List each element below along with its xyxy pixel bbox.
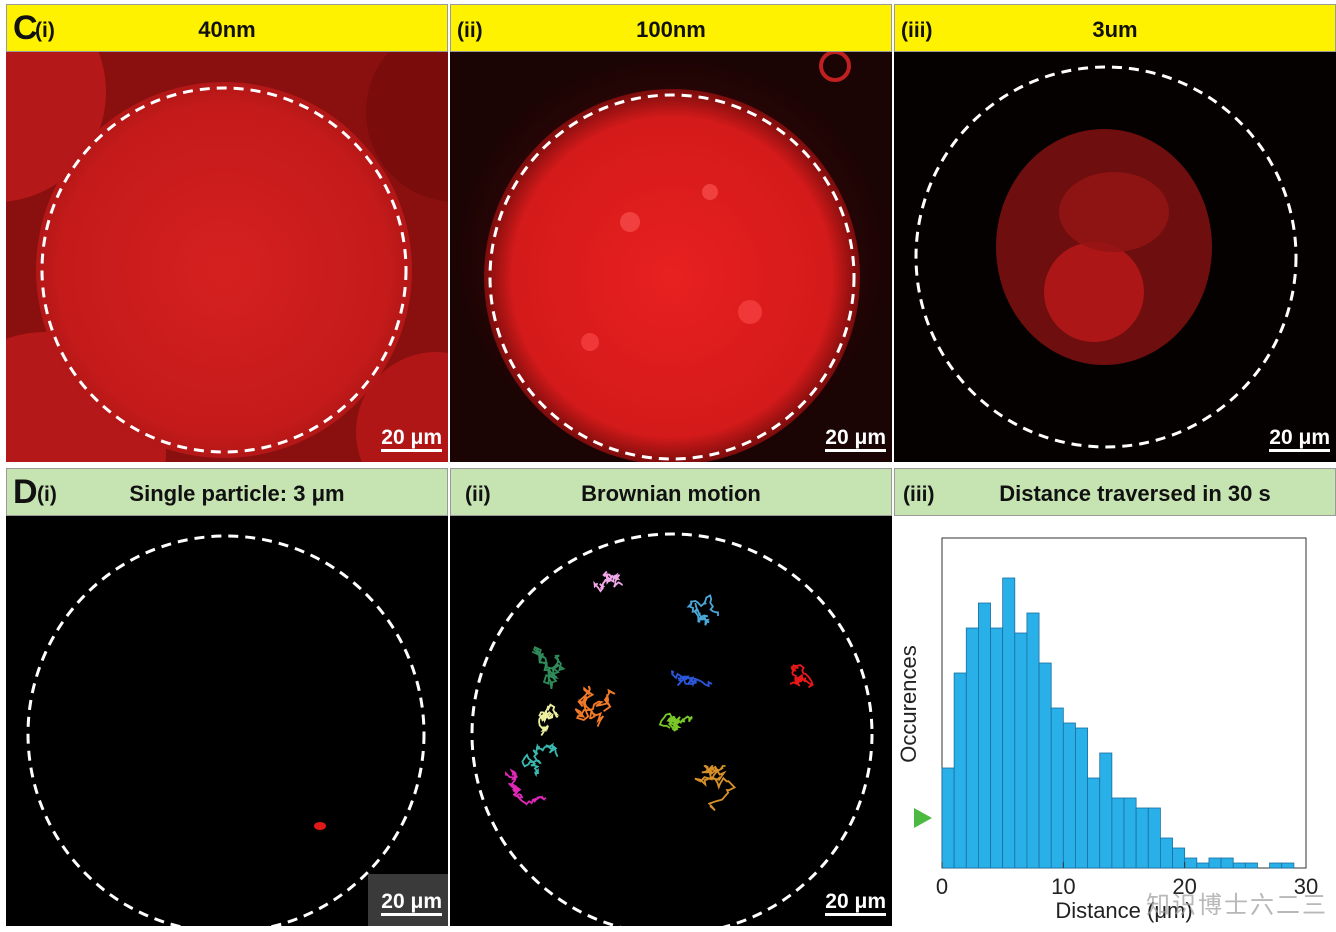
scale-bar: 20 μm	[825, 427, 886, 452]
x-tick-label: 20	[1172, 874, 1196, 899]
panel-title: Single particle: 3 μm	[129, 481, 345, 506]
histogram-bar	[990, 627, 1004, 869]
trajectory-path	[593, 570, 623, 593]
brownian-motion-image: 20 μm	[450, 516, 892, 926]
scale-box	[368, 874, 448, 926]
trajectory-path	[671, 670, 713, 688]
panel-header: D (i) Single particle: 3 μm	[6, 468, 448, 516]
trajectory-path	[521, 742, 559, 778]
trajectory-path	[694, 765, 737, 811]
panel-header: C (i) 40nm	[6, 4, 448, 52]
trajectory-path	[574, 685, 616, 728]
histogram-bar	[1050, 707, 1064, 869]
panel-header: (iii) Distance traversed in 30 s	[894, 468, 1336, 516]
x-tick-label: 10	[1051, 874, 1075, 899]
panel-sublabel: (i)	[35, 19, 55, 42]
panel-d-ii: (ii) Brownian motion 20 μm	[450, 468, 892, 926]
panel-header: (ii) 100nm	[450, 4, 892, 52]
panel-header: (iii) 3um	[894, 4, 1336, 52]
histogram-bar	[1159, 837, 1173, 869]
panel-d-i: D (i) Single particle: 3 μm 20 μm	[6, 468, 448, 926]
panel-sublabel: (iii)	[903, 483, 935, 506]
histogram-bar	[1075, 727, 1088, 869]
scale-bar: 20 μm	[381, 891, 442, 916]
histogram-bar	[1038, 662, 1052, 869]
x-axis-label: Distance (μm)	[1055, 898, 1192, 923]
dashed-outline	[26, 534, 426, 926]
micrograph-100nm: 20 μm	[450, 52, 892, 462]
histogram-bar	[1172, 847, 1186, 869]
trajectory-path	[686, 594, 719, 626]
histogram-bar	[978, 602, 991, 869]
histogram-bar	[1269, 862, 1283, 869]
y-axis-label: Occurences	[896, 645, 921, 762]
panel-sublabel: (ii)	[457, 19, 483, 42]
panel-d-iii: (iii) Distance traversed in 30 s 0 10 20 30…	[894, 468, 1336, 926]
x-tick-label: 30	[1294, 874, 1318, 899]
histogram-bar	[1184, 857, 1198, 869]
watermark: 知识博士六二三	[1146, 891, 1328, 919]
dashed-outline	[40, 86, 408, 454]
histogram-chart: 0 10 20 30 Occurences Distance (μm) 知识博士六二三	[894, 516, 1336, 926]
histogram-bar	[1147, 807, 1161, 869]
panel-sublabel: (i)	[37, 483, 57, 506]
histogram-bar	[1062, 722, 1076, 869]
trajectory-path	[531, 645, 566, 690]
trajectory-path	[658, 712, 693, 732]
histogram-bar	[1014, 632, 1028, 869]
single-particle-image: 20 μm	[6, 516, 448, 926]
histogram-bar	[941, 767, 955, 869]
histogram-bar	[1208, 857, 1222, 869]
histogram-bar	[1123, 797, 1137, 869]
micrograph-3um: 20 μm	[894, 52, 1336, 462]
histogram-bar	[1026, 612, 1040, 869]
histogram-bar	[965, 627, 979, 869]
particle-dot	[314, 822, 326, 830]
trajectory-path	[538, 703, 560, 736]
histogram-bar	[1244, 862, 1258, 869]
histogram-bar	[1196, 862, 1210, 869]
dashed-outline	[914, 65, 1298, 449]
panel-c-iii: (iii) 3um 20 μm	[894, 4, 1336, 462]
scale-bar: 20 μm	[381, 427, 442, 452]
panel-title: Distance traversed in 30 s	[999, 481, 1271, 506]
histogram-bar	[1135, 807, 1149, 869]
histogram-bar	[1111, 797, 1125, 869]
scale-bar: 20 μm	[825, 891, 886, 916]
trajectory-path	[505, 768, 547, 806]
histogram-bar	[1232, 862, 1246, 869]
panel-title: Brownian motion	[581, 481, 761, 506]
scale-bar: 20 μm	[1269, 427, 1330, 452]
histogram-bar	[1002, 577, 1016, 869]
x-tick-label: 0	[936, 874, 948, 899]
histogram-bar	[1220, 857, 1234, 869]
panel-letter-d: D	[13, 473, 38, 511]
panel-c-ii: (ii) 100nm 20 μ	[450, 4, 892, 462]
histogram-bar	[1087, 777, 1101, 869]
dashed-outline	[470, 532, 874, 926]
panel-title: 3um	[1092, 17, 1138, 42]
histogram-bar	[1099, 752, 1113, 869]
histogram-bar	[953, 672, 967, 869]
dashed-outline	[488, 93, 856, 461]
panel-title: 40nm	[198, 17, 256, 42]
panel-sublabel: (iii)	[901, 19, 933, 42]
micrograph-40nm: 20 μm	[6, 52, 448, 462]
trajectory-path	[789, 664, 815, 689]
panel-c-i: C (i) 40nm 20 μm	[6, 4, 448, 462]
panel-title: 100nm	[636, 17, 706, 42]
panel-letter-c: C	[13, 9, 38, 47]
histogram-bar	[1281, 862, 1295, 869]
arrow-icon	[808, 808, 932, 828]
panel-header: (ii) Brownian motion	[450, 468, 892, 516]
panel-sublabel: (ii)	[465, 483, 491, 506]
